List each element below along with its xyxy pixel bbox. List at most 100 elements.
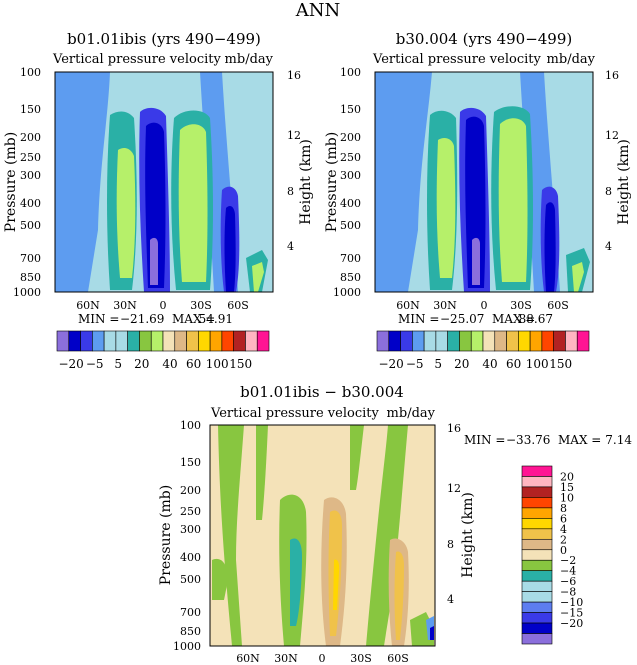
x-tick-label: 60N [76,299,100,312]
colorbar-label: 20 [560,470,574,483]
min-label: MIN = [464,433,505,447]
min-value: −33.76 [506,433,550,447]
colorbar-label: 6 [560,512,567,525]
colorbar-swatch [376,330,390,352]
y-tick-label: 150 [20,103,41,116]
colorbar-swatch [521,580,553,592]
panel-c-plot [210,425,435,646]
colorbar-label: −2 [560,554,576,567]
panel-b-colorbar: −20 −5 5 20 40 60 100 150 [376,330,590,371]
panel-a: b01.01ibis (yrs 490−499) Vertical pressu… [3,30,314,326]
colorbar-label: −8 [560,586,576,599]
panel-a-y-ticks: 100 150 200 250 300 400 500 700 850 1000 [13,66,41,299]
colorbar-swatch [541,330,554,352]
colorbar-swatch [92,330,105,352]
y-right-tick-label: 16 [287,69,301,82]
panel-b-contour-band-11 [472,237,480,285]
max-label: MAX = [172,312,215,326]
panel-b-ylabel-right: Height (km) [616,139,632,225]
y-right-tick-label: 16 [447,422,461,435]
min-label: MIN = [78,312,119,326]
y-tick-label: 700 [20,252,41,265]
panel-c-x-ticks: 60N 30N 0 30S 60S [236,652,409,665]
y-tick-label: 150 [340,103,361,116]
panel-c-units: mb/day [387,406,436,421]
y-right-tick-label: 4 [605,240,612,253]
panel-b-contour-band-1 [375,72,432,292]
max-value: 7.14 [605,433,632,447]
x-tick-label: 30N [113,299,137,312]
panel-b-contour-band-8 [498,118,528,282]
panel-b-y-right-ticks: 16 12 8 4 [605,69,619,253]
y-tick-label: 100 [180,419,201,432]
x-tick-label: 60N [396,299,420,312]
y-tick-label: 500 [20,219,41,232]
colorbar-label: −15 [560,607,583,620]
colorbar-swatch [198,330,211,352]
panel-c-ylabel-right: Height (km) [460,492,476,578]
x-tick-label: 60N [236,652,260,665]
max-value: 54.91 [199,312,233,326]
y-tick-label: 300 [180,523,201,536]
panel-a-contour-band-3 [62,92,72,106]
x-tick-label: 30N [274,652,298,665]
x-tick-label: 60S [547,299,569,312]
colorbar-swatch [521,518,553,530]
colorbar-label: 100 [206,357,229,371]
x-tick-label: 60S [227,299,249,312]
panel-c-contour-band-5 [366,425,408,646]
y-tick-label: 250 [20,151,41,164]
colorbar-label: 4 [560,523,567,536]
y-tick-label: 150 [180,456,201,469]
x-tick-label: 30S [190,299,212,312]
min-value: −21.69 [120,312,164,326]
panel-a-contour-band-1 [55,72,110,292]
panel-a-contour-band-11 [224,206,236,292]
y-tick-label: 700 [180,606,201,619]
panel-b-contour-band-4 [436,138,456,278]
panel-b-stats: MIN = −25.07 MAX = 88.67 [398,312,553,326]
colorbar-swatch [521,507,553,519]
colorbar-label: 40 [482,357,497,371]
y-tick-label: 500 [180,573,201,586]
colorbar-label: 5 [114,357,122,371]
colorbar-swatch [174,330,187,352]
colorbar-swatch [521,559,553,572]
colorbar-label: 10 [560,491,574,504]
panel-c-y-right-ticks: 16 12 8 4 [447,422,461,606]
panel-c-title: b01.01ibis − b30.004 [240,383,404,401]
colorbar-swatch [565,330,578,352]
y-right-tick-label: 8 [447,538,454,551]
colorbar-swatch [412,330,425,352]
max-label: MAX = [558,433,601,447]
figure-title: ANN [295,0,341,21]
panel-c-contour-band-7 [290,538,302,626]
panel-c-contour-band-1 [218,425,244,646]
x-tick-label: 60S [387,652,409,665]
y-tick-label: 1000 [333,286,361,299]
colorbar-swatch [150,330,164,352]
y-tick-label: 400 [180,551,201,564]
colorbar-swatch [521,528,553,540]
y-tick-label: 200 [180,484,201,497]
colorbar-label: 0 [560,544,567,557]
y-tick-label: 850 [180,625,201,638]
colorbar-label: 60 [506,357,521,371]
x-tick-label: 30S [350,652,372,665]
panel-b-contour-band-13 [572,262,584,292]
panel-a-title: b01.01ibis (yrs 490−499) [67,30,261,48]
colorbar-swatch [388,330,401,352]
panel-a-frame [54,71,274,293]
colorbar-swatch [521,612,553,624]
panel-a-contour-band-14 [252,262,264,292]
colorbar-swatch [521,591,553,603]
y-tick-label: 300 [20,169,41,182]
panel-a-ylabel-right: Height (km) [298,139,314,225]
colorbar-label: −5 [406,357,424,371]
panel-a-colorbar: −20 −5 5 20 40 60 100 150 [56,330,270,371]
colorbar-swatch [521,486,553,498]
panel-b-y-ticks: 100 150 200 250 300 400 500 700 850 1000 [333,66,361,299]
y-tick-label: 1000 [173,640,201,653]
colorbar-swatch [233,330,246,352]
